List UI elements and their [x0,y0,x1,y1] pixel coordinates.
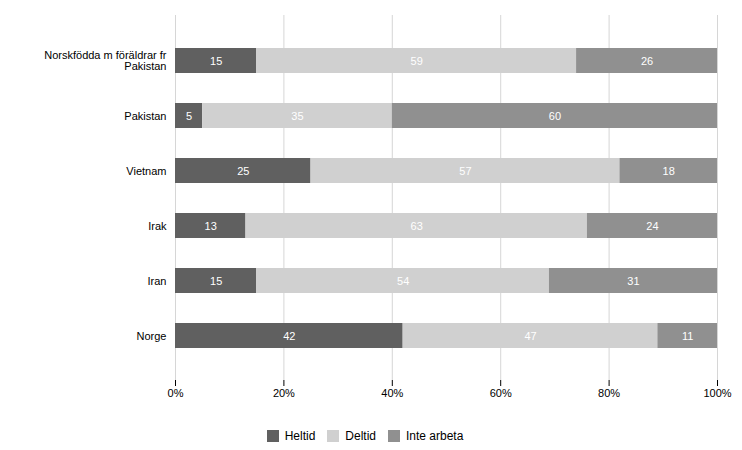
html-text:Heltid: Heltid [284,428,316,443]
svg-text:35: 35 [291,110,303,122]
svg-text:11: 11 [682,330,693,342]
html-text:Inte arbeta: Inte arbeta [406,428,464,443]
svg-text:25: 25 [237,165,249,177]
svg-text:59: 59 [411,55,423,67]
svg-text:15: 15 [210,55,222,67]
svg-text:Norskfödda m föräldrar frPakis: Norskfödda m föräldrar frPakistan [44,49,167,72]
svg-text:20%: 20% [273,387,295,399]
svg-text:Irak: Irak [148,220,167,232]
svg-text:13: 13 [205,220,217,232]
svg-text:15: 15 [210,275,222,287]
svg-text:Pakistan: Pakistan [124,110,166,122]
svg-text:63: 63 [411,220,423,232]
svg-text:42: 42 [283,330,295,342]
svg-text:80%: 80% [598,387,620,399]
html-text:Deltid: Deltid [345,428,376,443]
svg-text:18: 18 [663,165,675,177]
svg-text:100%: 100% [703,387,731,399]
svg-text:60%: 60% [490,387,512,399]
svg-text:Iran: Iran [148,275,167,287]
svg-text:54: 54 [397,275,409,287]
svg-text:Vietnam: Vietnam [126,165,166,177]
svg-text:47: 47 [524,330,536,342]
svg-text:40%: 40% [381,387,403,399]
svg-text:57: 57 [459,165,471,177]
svg-text:31: 31 [627,275,639,287]
svg-text:26: 26 [641,55,653,67]
svg-text:5: 5 [186,110,192,122]
svg-text:60: 60 [549,110,561,122]
svg-text:24: 24 [646,220,658,232]
svg-text:Norge: Norge [137,330,167,342]
svg-text:0%: 0% [168,387,184,399]
